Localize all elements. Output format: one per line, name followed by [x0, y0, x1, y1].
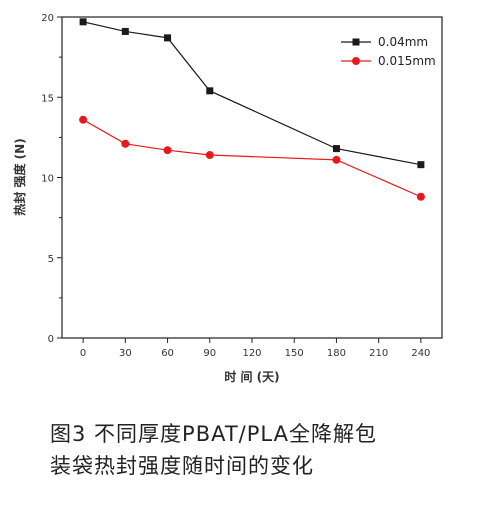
legend-label-0.015mm: 0.015mm: [378, 54, 436, 68]
y-tick-label: 0: [48, 334, 54, 345]
caption-line-1: 图3 不同厚度PBAT/PLA全降解包: [50, 422, 377, 446]
caption-line-2: 装袋热封强度随时间的变化: [50, 454, 314, 478]
y-axis-title: 热封 强度 (N): [12, 138, 27, 215]
x-tick-label: 30: [119, 348, 132, 359]
x-tick-label: 60: [161, 348, 174, 359]
series-line-0.015mm: [82, 119, 422, 198]
data-point-0.04mm: [332, 145, 340, 153]
x-axis: 0 30 60 90 120 150 180 210 240: [80, 338, 430, 359]
series-layer: [79, 18, 425, 201]
y-axis: 0 5 10 15 20: [41, 13, 62, 345]
legend-label-0.04mm: 0.04mm: [378, 35, 428, 49]
data-point-0.015mm: [163, 146, 172, 155]
data-point-0.04mm: [121, 27, 129, 35]
x-tick-label: 120: [242, 348, 261, 359]
y-tick-label: 20: [41, 13, 54, 24]
x-tick-label: 180: [327, 348, 346, 359]
x-tick-label: 150: [285, 348, 304, 359]
data-point-0.015mm: [332, 155, 341, 164]
data-point-0.04mm: [79, 18, 87, 26]
x-axis-title: 时 间 (天): [224, 369, 279, 384]
y-tick-label: 10: [41, 174, 54, 185]
figure-caption: 图3 不同厚度PBAT/PLA全降解包 装袋热封强度随时间的变化: [50, 418, 480, 482]
y-tick-label: 15: [41, 93, 54, 104]
data-point-0.04mm: [206, 87, 214, 95]
y-tick-label: 5: [48, 254, 54, 265]
data-point-0.015mm: [416, 192, 425, 201]
data-point-0.015mm: [121, 139, 130, 148]
x-tick-label: 0: [80, 348, 86, 359]
legend: 0.04mm 0.015mm: [341, 35, 436, 68]
data-point-0.04mm: [417, 161, 425, 169]
x-tick-label: 90: [203, 348, 216, 359]
data-point-0.015mm: [79, 115, 88, 124]
series-line-0.04mm: [82, 21, 422, 166]
x-tick-label: 210: [369, 348, 388, 359]
legend-marker-0.015mm: [352, 57, 360, 65]
legend-marker-0.04mm: [352, 38, 360, 46]
x-tick-label: 240: [411, 348, 430, 359]
data-point-0.015mm: [205, 151, 214, 160]
data-point-0.04mm: [164, 34, 172, 42]
heat-seal-strength-chart: 0 30 60 90 120 150 180 210 240 0 5 10 15 20 0.04mm 0…: [12, 13, 443, 384]
